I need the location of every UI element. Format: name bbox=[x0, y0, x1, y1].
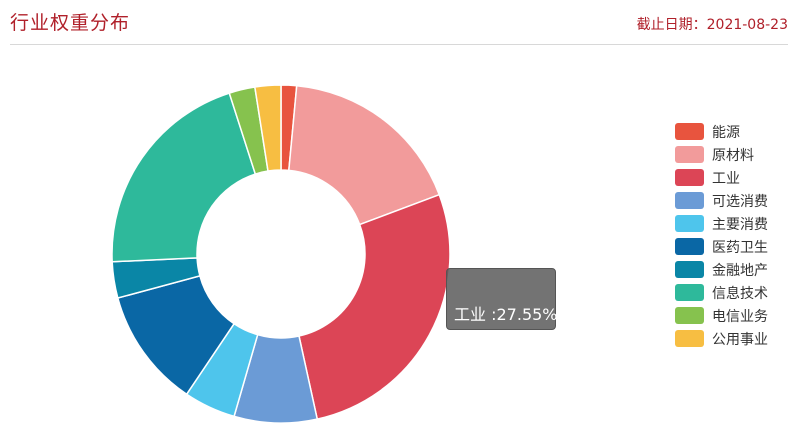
legend-label: 主要消费 bbox=[712, 216, 768, 233]
chart-legend: 能源原材料工业可选消费主要消费医药卫生金融地产信息技术电信业务公用事业 bbox=[675, 120, 795, 350]
tooltip-category: 工业 bbox=[454, 305, 487, 324]
legend-swatch bbox=[675, 330, 704, 347]
legend-item[interactable]: 能源 bbox=[675, 120, 795, 143]
as-of-date: 截止日期：2021-08-23 bbox=[637, 14, 788, 34]
legend-item[interactable]: 金融地产 bbox=[675, 258, 795, 281]
legend-swatch bbox=[675, 169, 704, 186]
legend-label: 能源 bbox=[712, 124, 740, 141]
legend-swatch bbox=[675, 261, 704, 278]
chart-title: 行业权重分布 bbox=[10, 12, 131, 34]
legend-label: 工业 bbox=[712, 170, 740, 187]
legend-item[interactable]: 电信业务 bbox=[675, 304, 795, 327]
legend-label: 信息技术 bbox=[712, 285, 768, 302]
legend-swatch bbox=[675, 146, 704, 163]
legend-swatch bbox=[675, 238, 704, 255]
tooltip-value: 27.55% bbox=[496, 305, 558, 324]
legend-item[interactable]: 公用事业 bbox=[675, 327, 795, 350]
legend-label: 原材料 bbox=[712, 147, 754, 164]
legend-label: 医药卫生 bbox=[712, 239, 768, 256]
legend-label: 公用事业 bbox=[712, 331, 768, 348]
legend-item[interactable]: 主要消费 bbox=[675, 212, 795, 235]
donut-slice-3[interactable] bbox=[298, 193, 451, 420]
donut-slices bbox=[111, 84, 451, 424]
legend-item[interactable]: 可选消费 bbox=[675, 189, 795, 212]
legend-item[interactable]: 原材料 bbox=[675, 143, 795, 166]
chart-header: 行业权重分布 截止日期：2021-08-23 bbox=[10, 0, 788, 45]
legend-item[interactable]: 工业 bbox=[675, 166, 795, 189]
legend-swatch bbox=[675, 215, 704, 232]
tooltip-separator: : bbox=[486, 305, 497, 324]
donut-slice-10[interactable] bbox=[253, 84, 282, 172]
legend-swatch bbox=[675, 284, 704, 301]
legend-swatch bbox=[675, 123, 704, 140]
date-label: 截止日期： bbox=[636, 17, 707, 33]
donut-slice-2[interactable] bbox=[288, 84, 441, 226]
legend-label: 可选消费 bbox=[712, 193, 768, 210]
tooltip-text: 工业 :27.55% bbox=[454, 301, 558, 325]
legend-item[interactable]: 信息技术 bbox=[675, 281, 795, 304]
donut-slice-8[interactable] bbox=[111, 92, 257, 263]
legend-item[interactable]: 医药卫生 bbox=[675, 235, 795, 258]
slice-tooltip: 工业 :27.55% bbox=[446, 268, 558, 330]
legend-swatch bbox=[675, 192, 704, 209]
legend-label: 金融地产 bbox=[712, 262, 768, 279]
legend-swatch bbox=[675, 307, 704, 324]
legend-label: 电信业务 bbox=[712, 308, 768, 325]
date-value: 2021-08-23 bbox=[706, 17, 788, 33]
